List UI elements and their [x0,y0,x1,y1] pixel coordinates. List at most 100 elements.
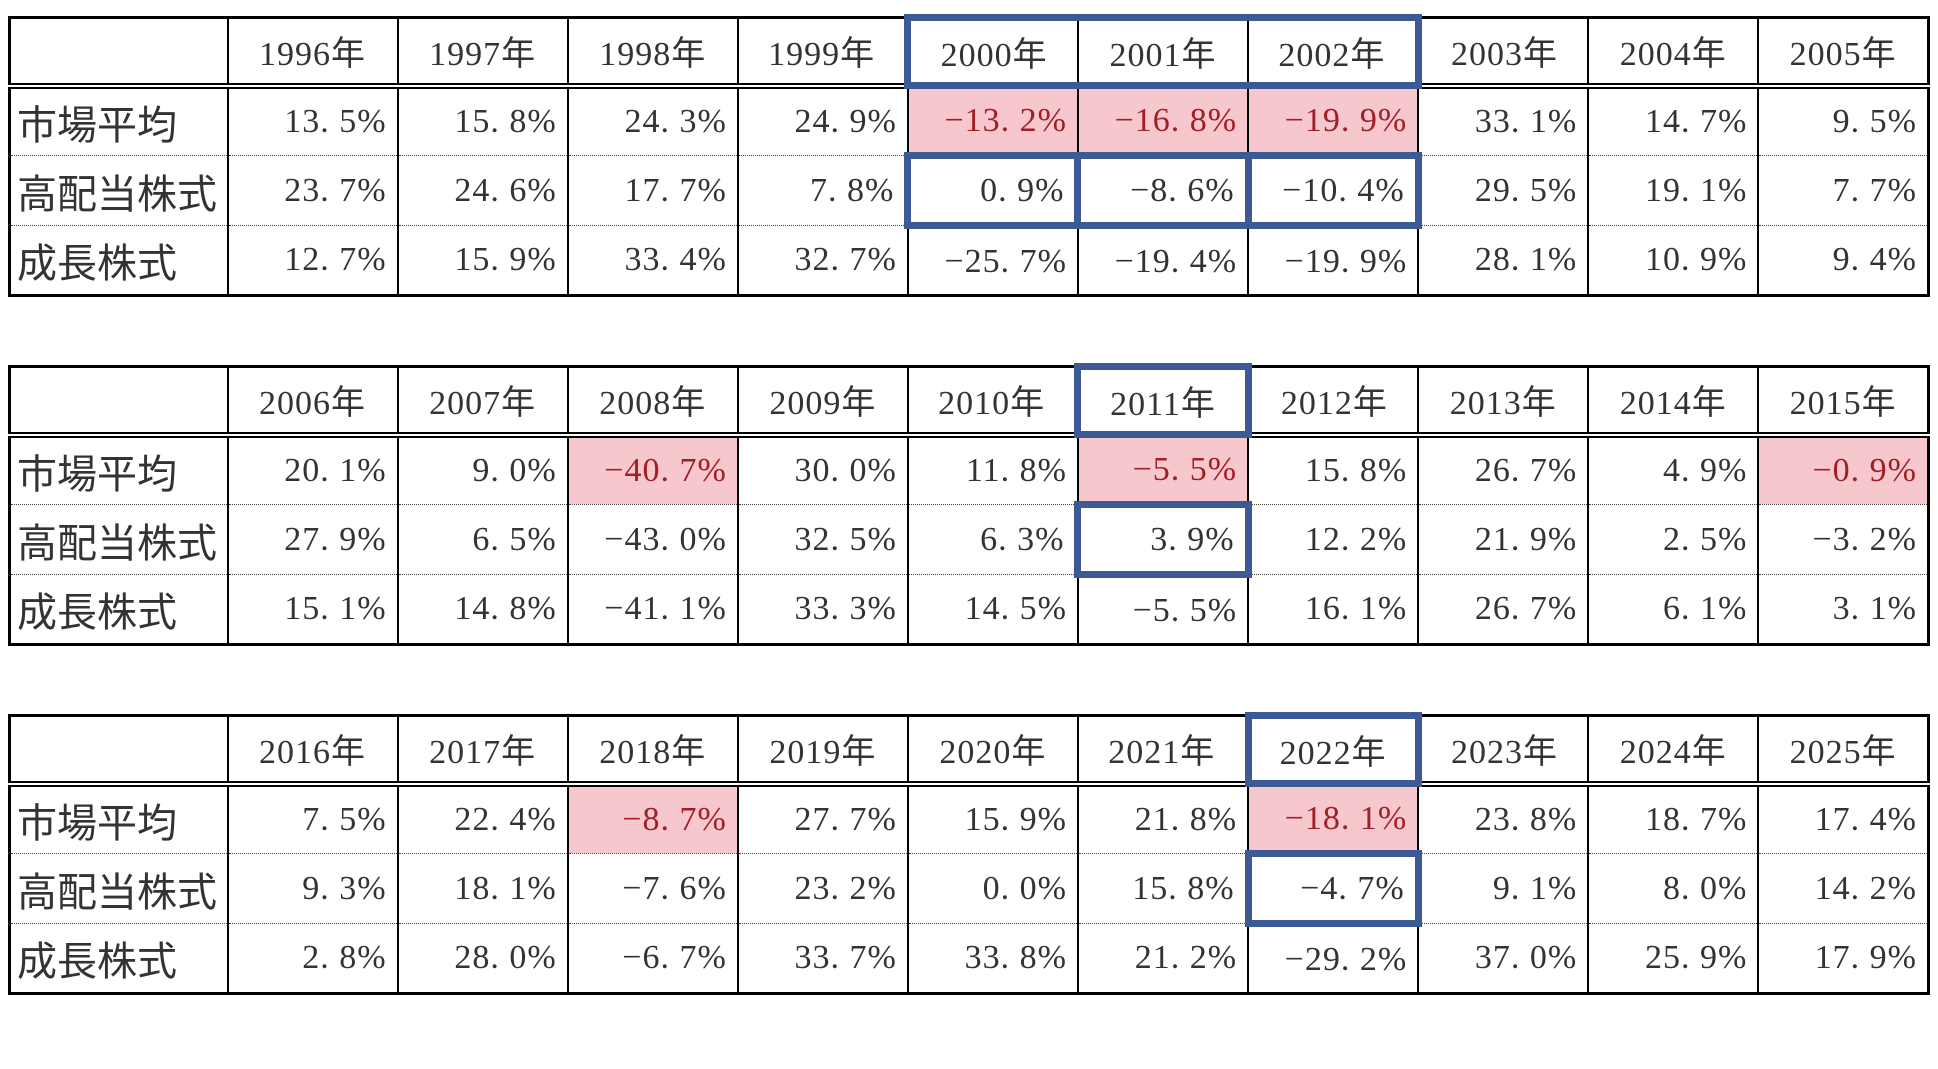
value-cell: 0. 0% [906,853,1079,924]
value-cell: 27. 7% [736,783,909,854]
value-cell: −8. 7% [566,783,739,854]
value-cell: 15. 9% [396,225,569,296]
year-header: 2017年 [396,715,569,787]
year-header-row: 1996年 1997年 1998年 1999年 2000年 2001年 2002年 2003年… [8,14,1930,89]
value-cell: −16. 8% [1076,85,1250,156]
value-cell: 6. 1% [1587,574,1760,645]
table-row: 成長株式 2. 8% 28. 0% −6. 7% 33. 7% 33. 8% 21. 2% −… [8,923,1930,994]
value-cell: −13. 2% [906,85,1079,156]
value-cell: −3. 2% [1757,504,1930,575]
value-cell: 2. 5% [1587,504,1760,575]
value-cell: 33. 3% [736,574,909,645]
year-header: 2023年 [1417,715,1590,787]
year-header: 2000年 [904,14,1079,89]
table-row: 市場平均 7. 5% 22. 4% −8. 7% 27. 7% 15. 9% 21. 8% −… [8,783,1930,854]
value-cell: −29. 2% [1247,923,1420,994]
value-cell: 26. 7% [1417,434,1590,505]
year-header-row: 2016年 2017年 2018年 2019年 2020年 2021年 2022年 2023年… [8,712,1930,787]
corner-cell [8,715,229,787]
value-cell: 18. 1% [396,853,569,924]
value-cell: −5. 5% [1076,434,1250,505]
row-label: 成長株式 [8,923,229,994]
value-cell: 20. 1% [226,434,399,505]
value-cell: 14. 2% [1757,853,1930,924]
value-cell: 3. 9% [1074,501,1252,578]
value-cell: 23. 2% [736,853,909,924]
year-header: 2018年 [566,715,739,787]
value-cell: 13. 5% [226,85,399,156]
corner-cell [8,366,229,438]
value-cell: 32. 5% [736,504,909,575]
value-cell: −7. 6% [566,853,739,924]
value-cell: 37. 0% [1417,923,1590,994]
row-label: 高配当株式 [8,155,229,226]
value-cell: 10. 9% [1587,225,1760,296]
value-cell: 18. 7% [1587,783,1760,854]
value-cell: 24. 3% [566,85,739,156]
value-cell: −43. 0% [566,504,739,575]
value-cell: −6. 7% [566,923,739,994]
value-cell: 15. 8% [396,85,569,156]
year-header-row: 2006年 2007年 2008年 2009年 2010年 2011年 2012年 2013年… [8,363,1930,438]
year-header: 1999年 [736,17,909,89]
row-label: 成長株式 [8,574,229,645]
value-cell: 9. 5% [1757,85,1930,156]
value-cell: 3. 1% [1757,574,1930,645]
value-cell: −10. 4% [1244,152,1422,229]
year-header: 2003年 [1417,17,1590,89]
value-cell: 6. 3% [906,504,1079,575]
value-cell: −19. 9% [1247,225,1420,296]
value-cell: 6. 5% [396,504,569,575]
year-header: 2019年 [736,715,909,787]
value-cell: 16. 1% [1247,574,1420,645]
value-cell: 0. 9% [904,152,1082,229]
value-cell: 24. 9% [736,85,909,156]
value-cell: 15. 8% [1076,853,1250,924]
value-cell: 29. 5% [1417,155,1590,226]
table-row: 高配当株式 23. 7% 24. 6% 17. 7% 7. 8% 0. 9% −8. 6% −… [8,152,1930,229]
table-row: 市場平均 13. 5% 15. 8% 24. 3% 24. 9% −13. 2% −16. … [8,85,1930,156]
value-cell: 17. 7% [566,155,739,226]
value-cell: 7. 5% [226,783,399,854]
year-header: 1998年 [566,17,739,89]
table-row: 市場平均 20. 1% 9. 0% −40. 7% 30. 0% 11. 8% −5. 5%… [8,434,1930,505]
table-row: 成長株式 12. 7% 15. 9% 33. 4% 32. 7% −25. 7% −19. … [8,225,1930,296]
value-cell: 2. 8% [226,923,399,994]
corner-cell [8,17,229,89]
year-header: 2004年 [1587,17,1760,89]
returns-table-1996-2005: 1996年 1997年 1998年 1999年 2000年 2001年 2002年 2003年… [8,14,1930,297]
row-label: 高配当株式 [8,504,229,575]
value-cell: 21. 8% [1076,783,1250,854]
value-cell: 27. 9% [226,504,399,575]
row-label: 高配当株式 [8,853,229,924]
value-cell: 33. 4% [566,225,739,296]
value-cell: 15. 9% [906,783,1079,854]
value-cell: 30. 0% [736,434,909,505]
returns-table-2006-2015: 2006年 2007年 2008年 2009年 2010年 2011年 2012年 2013年… [8,363,1930,646]
value-cell: −18. 1% [1247,783,1420,854]
year-header: 2001年 [1076,14,1250,89]
year-header: 2009年 [736,366,909,438]
value-cell: 25. 9% [1587,923,1760,994]
value-cell: 9. 1% [1417,853,1590,924]
year-header: 1997年 [396,17,569,89]
value-cell: 9. 0% [396,434,569,505]
value-cell: 8. 0% [1587,853,1760,924]
value-cell: 9. 4% [1757,225,1930,296]
annual-returns-grid-2006-2015: 2006年 2007年 2008年 2009年 2010年 2011年 2012年 2013年… [8,363,1930,646]
year-header: 2024年 [1587,715,1760,787]
row-label: 市場平均 [8,783,229,854]
value-cell: −8. 6% [1074,152,1252,229]
value-cell: 17. 4% [1757,783,1930,854]
row-label: 市場平均 [8,85,229,156]
value-cell: 15. 8% [1247,434,1420,505]
value-cell: 28. 0% [396,923,569,994]
year-header: 2002年 [1247,14,1422,89]
value-cell: 17. 9% [1757,923,1930,994]
year-header: 2005年 [1757,17,1930,89]
value-cell: −40. 7% [566,434,739,505]
row-label: 市場平均 [8,434,229,505]
table-row: 成長株式 15. 1% 14. 8% −41. 1% 33. 3% 14. 5% −5. 5… [8,574,1930,645]
value-cell: 14. 8% [396,574,569,645]
value-cell: 12. 7% [226,225,399,296]
